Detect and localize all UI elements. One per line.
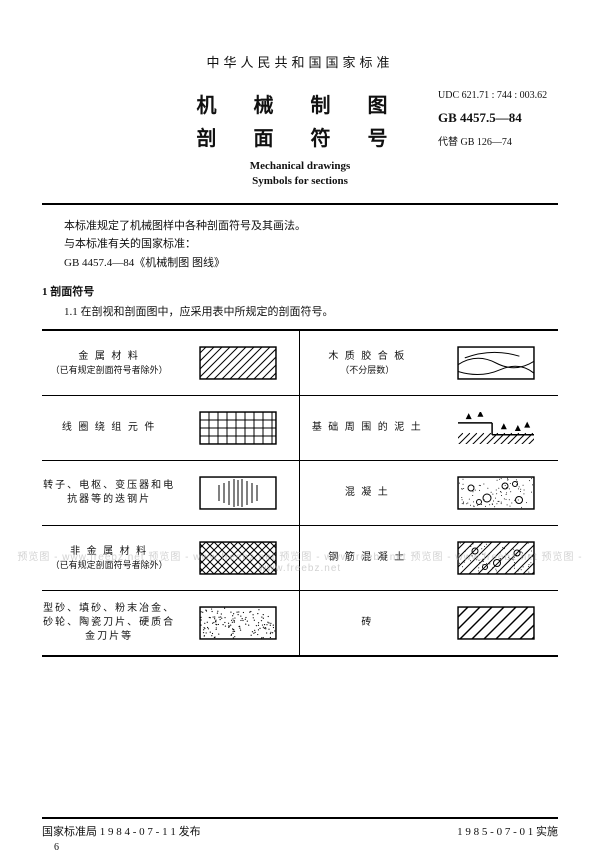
left-symbol — [176, 396, 300, 461]
left-label: 非 金 属 材 料（已有规定剖面符号者除外） — [42, 526, 176, 591]
intro-p2: 与本标准有关的国家标准： — [42, 235, 558, 254]
right-symbol — [434, 591, 558, 657]
section-clause: 1.1 在剖视和剖面图中，应采用表中所规定的剖面符号。 — [42, 303, 558, 322]
right-label: 混 凝 土 — [300, 461, 434, 526]
country-std-label: 中华人民共和国国家标准 — [42, 52, 558, 71]
footer-effective: 1 9 8 5 - 0 7 - 0 1 实施 — [457, 823, 558, 839]
left-symbol — [176, 591, 300, 657]
left-label: 线 圈 绕 组 元 件 — [42, 396, 176, 461]
right-symbol — [434, 330, 558, 396]
intro-p3: GB 4457.4—84《机械制图 图线》 — [42, 254, 558, 273]
intro: 本标准规定了机械图样中各种剖面符号及其画法。 与本标准有关的国家标准： GB 4… — [42, 217, 558, 273]
footer: 国家标准局 1 9 8 4 - 0 7 - 1 1 发布 1 9 8 5 - 0… — [42, 817, 558, 839]
footer-issued: 国家标准局 1 9 8 4 - 0 7 - 1 1 发布 — [42, 823, 201, 839]
title-row: 机 械 制 图 剖 面 符 号 Mechanical drawings Symb… — [42, 89, 558, 189]
document-page: 中华人民共和国国家标准 机 械 制 图 剖 面 符 号 Mechanical d… — [0, 0, 600, 863]
page-number: 6 — [54, 842, 59, 853]
title-en-2: Symbols for sections — [252, 175, 348, 187]
table-row: 非 金 属 材 料（已有规定剖面符号者除外） 钢 筋 混 凝 土 — [42, 526, 558, 591]
left-symbol — [176, 526, 300, 591]
right-label: 基 础 周 围 的 泥 土 — [300, 396, 434, 461]
table-row: 型砂、填砂、粉末冶金、砂轮、陶瓷刀片、硬质合金刀片等 砖 — [42, 591, 558, 657]
table-row: 金 属 材 料（已有规定剖面符号者除外） 木 质 胶 合 板（不分层数） — [42, 330, 558, 396]
right-symbol — [434, 396, 558, 461]
intro-p1: 本标准规定了机械图样中各种剖面符号及其画法。 — [42, 217, 558, 236]
gb-code: GB 4457.5—84 — [438, 109, 558, 127]
right-symbol — [434, 526, 558, 591]
clause-1-1: 1.1 在剖视和剖面图中，应采用表中所规定的剖面符号。 — [42, 303, 558, 322]
rule-top — [42, 203, 558, 205]
title-cn-2: 剖 面 符 号 — [162, 122, 438, 151]
left-label: 型砂、填砂、粉末冶金、砂轮、陶瓷刀片、硬质合金刀片等 — [42, 591, 176, 657]
right-symbol — [434, 461, 558, 526]
right-label: 木 质 胶 合 板（不分层数） — [300, 330, 434, 396]
right-label: 砖 — [300, 591, 434, 657]
left-label: 转子、电枢、变压器和电抗器等的迭钢片 — [42, 461, 176, 526]
codes: UDC 621.71 : 744 : 003.62 GB 4457.5—84 代… — [438, 89, 558, 150]
table-row: 转子、电枢、变压器和电抗器等的迭钢片 混 凝 土 — [42, 461, 558, 526]
section-number: 1 剖面符号 — [42, 283, 558, 299]
header: 中华人民共和国国家标准 — [42, 52, 558, 71]
title-en: Mechanical drawings Symbols for sections — [162, 159, 438, 189]
table-row: 线 圈 绕 组 元 件基 础 周 围 的 泥 土 — [42, 396, 558, 461]
left-symbol — [176, 461, 300, 526]
title-en-1: Mechanical drawings — [250, 160, 351, 172]
title-cn-1: 机 械 制 图 — [162, 89, 438, 118]
right-label: 钢 筋 混 凝 土 — [300, 526, 434, 591]
udc-code: UDC 621.71 : 744 : 003.62 — [438, 89, 558, 103]
symbols-table: 金 属 材 料（已有规定剖面符号者除外） 木 质 胶 合 板（不分层数） 线 圈 绕… — [42, 329, 558, 657]
replaces: 代替 GB 126—74 — [438, 136, 558, 150]
main-title: 机 械 制 图 剖 面 符 号 Mechanical drawings Symb… — [162, 89, 438, 189]
left-label: 金 属 材 料（已有规定剖面符号者除外） — [42, 330, 176, 396]
left-symbol — [176, 330, 300, 396]
